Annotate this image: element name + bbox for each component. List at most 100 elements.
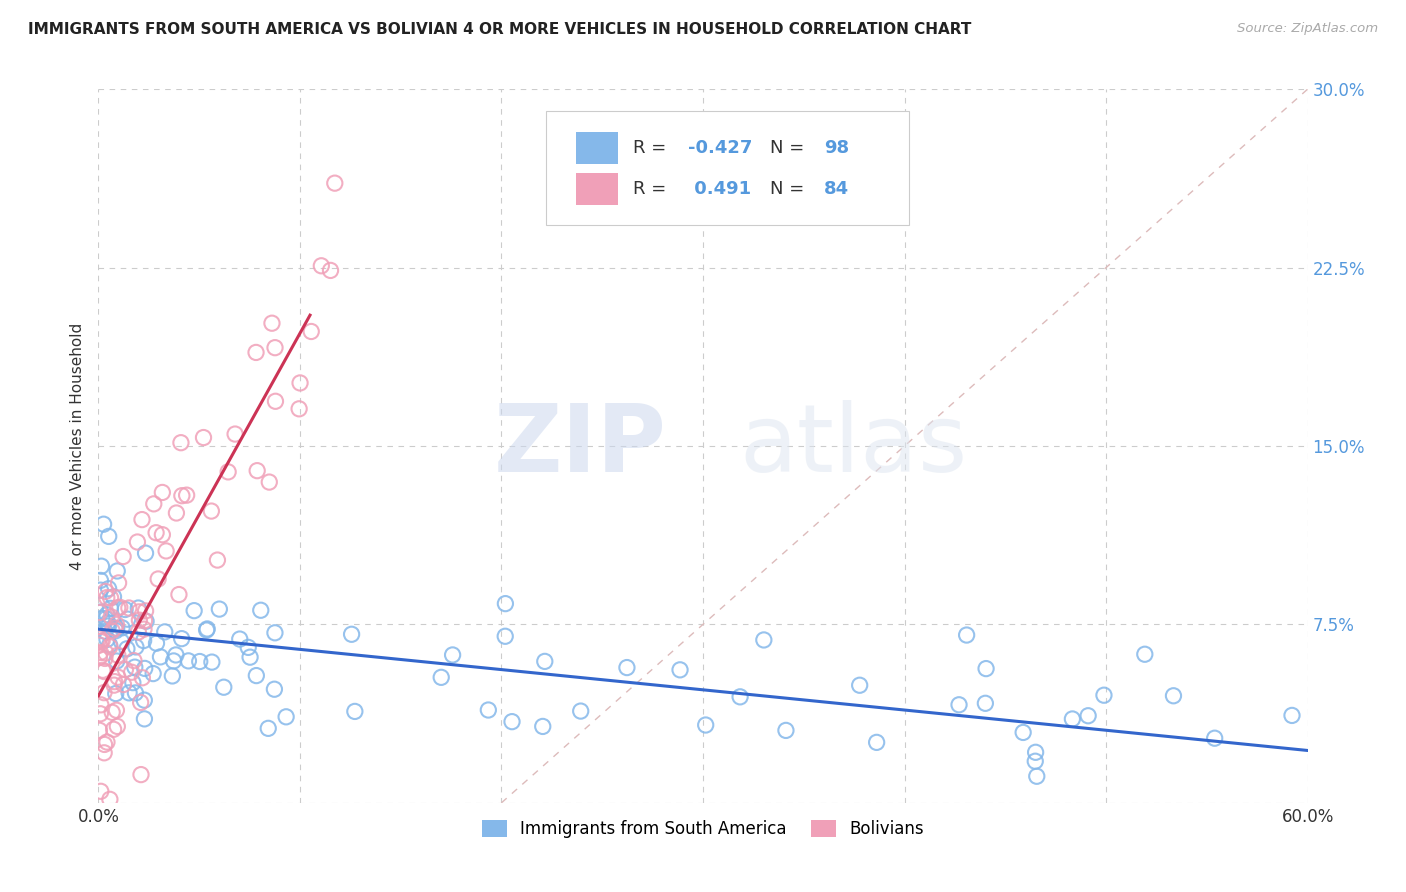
- Point: [848, 678, 870, 692]
- Point: [103, 723, 125, 737]
- Point: [121, 675, 143, 690]
- Point: [245, 668, 267, 682]
- Point: [127, 601, 149, 615]
- Point: [135, 546, 157, 560]
- Point: [103, 678, 125, 692]
- Point: [162, 654, 184, 668]
- Point: [93, 665, 115, 679]
- Point: [96, 607, 118, 622]
- Point: [229, 632, 252, 646]
- Point: [165, 506, 187, 520]
- Point: [110, 634, 132, 648]
- FancyBboxPatch shape: [546, 111, 908, 225]
- Point: [127, 625, 149, 640]
- Point: [128, 613, 150, 627]
- Point: [276, 710, 298, 724]
- Point: [569, 704, 592, 718]
- Text: N =: N =: [769, 180, 810, 198]
- Point: [149, 649, 172, 664]
- Point: [89, 650, 111, 665]
- Point: [170, 435, 193, 450]
- Point: [132, 622, 155, 636]
- Point: [114, 663, 136, 677]
- Point: [170, 632, 193, 646]
- Point: [114, 602, 136, 616]
- Point: [90, 634, 112, 648]
- Text: ZIP: ZIP: [494, 400, 666, 492]
- Point: [1077, 708, 1099, 723]
- Point: [107, 648, 129, 663]
- Point: [195, 622, 218, 636]
- Point: [112, 677, 135, 691]
- Point: [111, 621, 134, 635]
- Point: [170, 489, 193, 503]
- Point: [93, 738, 115, 752]
- Point: [94, 612, 117, 626]
- Point: [107, 600, 129, 615]
- Point: [183, 604, 205, 618]
- Point: [90, 605, 112, 619]
- Point: [177, 654, 200, 668]
- Point: [299, 325, 322, 339]
- Text: R =: R =: [633, 139, 672, 157]
- Point: [974, 662, 997, 676]
- Point: [775, 723, 797, 738]
- Point: [112, 549, 135, 564]
- Text: Source: ZipAtlas.com: Source: ZipAtlas.com: [1237, 22, 1378, 36]
- Legend: Immigrants from South America, Bolivians: Immigrants from South America, Bolivians: [475, 813, 931, 845]
- Point: [97, 615, 120, 630]
- Point: [249, 603, 271, 617]
- Point: [245, 345, 267, 359]
- Text: 84: 84: [824, 180, 849, 198]
- Point: [131, 671, 153, 685]
- Point: [96, 632, 118, 647]
- Point: [239, 650, 262, 665]
- Point: [105, 617, 128, 632]
- Point: [94, 651, 117, 665]
- Point: [264, 625, 287, 640]
- Point: [124, 686, 146, 700]
- Point: [1025, 745, 1047, 759]
- Point: [104, 687, 127, 701]
- Point: [948, 698, 970, 712]
- Text: -0.427: -0.427: [689, 139, 752, 157]
- Point: [94, 584, 117, 599]
- Point: [90, 698, 112, 712]
- Point: [98, 638, 121, 652]
- Point: [288, 376, 311, 390]
- Point: [118, 601, 141, 615]
- Point: [207, 553, 229, 567]
- Point: [165, 648, 187, 662]
- Point: [264, 394, 287, 409]
- Point: [115, 641, 138, 656]
- Point: [1281, 708, 1303, 723]
- Point: [90, 611, 112, 625]
- Point: [430, 670, 453, 684]
- Point: [494, 597, 516, 611]
- Point: [96, 735, 118, 749]
- Point: [97, 619, 120, 633]
- Point: [105, 703, 128, 717]
- Point: [100, 610, 122, 624]
- Point: [100, 601, 122, 615]
- Point: [167, 588, 190, 602]
- Point: [104, 621, 127, 635]
- Point: [129, 696, 152, 710]
- Point: [89, 583, 111, 598]
- Point: [125, 640, 148, 654]
- Point: [343, 705, 366, 719]
- Point: [531, 719, 554, 733]
- Point: [956, 628, 979, 642]
- Point: [131, 513, 153, 527]
- Text: R =: R =: [633, 180, 672, 198]
- Point: [122, 654, 145, 668]
- Point: [288, 401, 311, 416]
- Point: [89, 706, 111, 721]
- Point: [1025, 769, 1047, 783]
- Point: [127, 535, 149, 549]
- Point: [477, 703, 499, 717]
- Point: [129, 767, 152, 781]
- Y-axis label: 4 or more Vehicles in Household: 4 or more Vehicles in Household: [69, 322, 84, 570]
- Point: [124, 660, 146, 674]
- FancyBboxPatch shape: [576, 132, 619, 164]
